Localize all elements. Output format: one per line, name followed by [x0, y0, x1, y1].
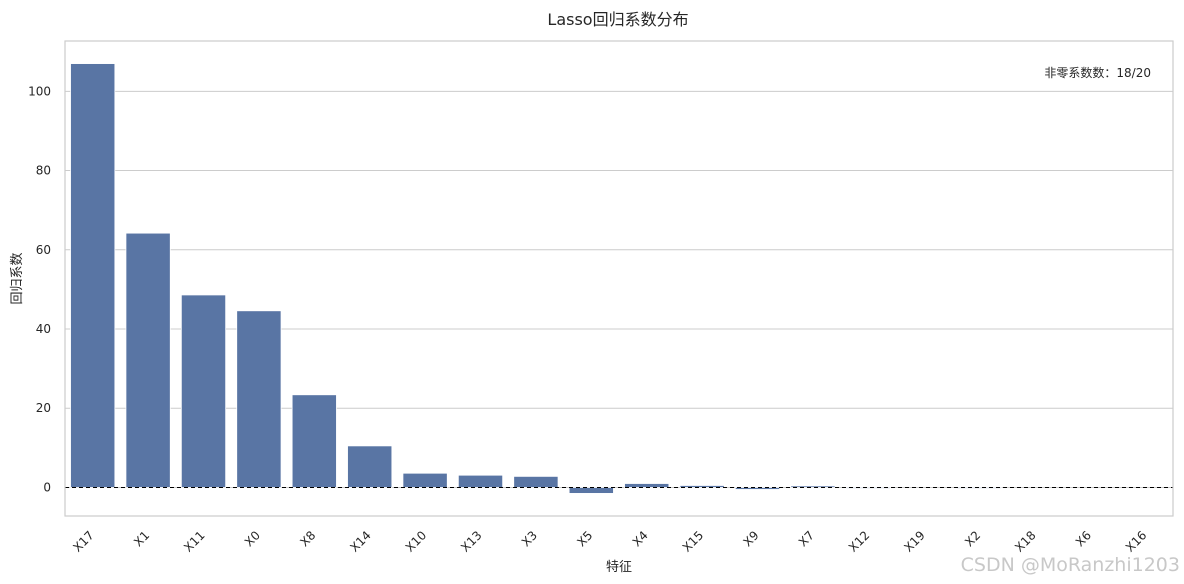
- x-axis-label: 特征: [606, 560, 632, 575]
- x-tick-label: X16: [1123, 528, 1150, 555]
- x-tick-label: X9: [741, 528, 762, 549]
- bar-x0: [236, 310, 282, 488]
- y-tick-label: 60: [36, 243, 51, 257]
- x-tick-label: X5: [574, 528, 595, 549]
- nonzero-coefficient-annotation: 非零系数数：18/20: [1044, 65, 1151, 80]
- bar-x4: [624, 483, 670, 488]
- bar-x7: [790, 485, 836, 488]
- x-tick-label: X18: [1012, 528, 1039, 555]
- x-tick-label: X6: [1073, 528, 1094, 549]
- x-tick-label: X0: [242, 528, 263, 549]
- x-tick-label: X10: [403, 528, 430, 555]
- y-tick-label: 100: [28, 84, 51, 98]
- plot-frame: [64, 40, 1174, 517]
- x-tick-label: X11: [181, 528, 208, 555]
- x-tick-label: X19: [901, 528, 928, 555]
- x-tick-label: X17: [70, 528, 97, 555]
- x-tick-label: X12: [846, 528, 873, 555]
- watermark: CSDN @MoRanzhi1203: [961, 554, 1180, 576]
- bar-x12: [845, 487, 891, 489]
- grid-lines: [65, 90, 1173, 488]
- chart-title: Lasso回归系数分布: [547, 10, 688, 29]
- y-tick-label: 0: [43, 480, 51, 494]
- y-tick-label: 20: [36, 401, 51, 415]
- bar-x9: [734, 487, 781, 490]
- bar-x8: [291, 394, 337, 488]
- x-tick-label: X14: [347, 528, 374, 555]
- x-tick-label: X15: [680, 528, 707, 555]
- x-tick-label: X2: [962, 528, 983, 549]
- x-tick-label: X1: [131, 528, 152, 549]
- y-tick-labels: 0 20 40 60 80 100: [28, 84, 51, 494]
- x-tick-label: X7: [796, 528, 817, 549]
- x-tick-label: X4: [630, 528, 651, 549]
- bar-x14: [347, 445, 393, 488]
- y-tick-label: 40: [36, 322, 51, 336]
- y-axis-label: 回归系数: [10, 252, 25, 304]
- bar-x1: [125, 232, 171, 488]
- bars: [70, 63, 1002, 494]
- x-tick-label: X13: [458, 528, 485, 555]
- bar-x10: [402, 472, 448, 488]
- x-tick-label: X8: [297, 528, 318, 549]
- bar-x13: [457, 474, 504, 488]
- x-tick-label: X3: [519, 528, 540, 549]
- bar-x17: [70, 63, 116, 488]
- bar-x5: [568, 487, 614, 494]
- y-tick-label: 80: [36, 164, 51, 178]
- bar-x3: [513, 475, 559, 488]
- bar-x11: [180, 294, 227, 488]
- x-tick-labels: X17 X1 X11 X0 X8 X14 X10 X13 X3 X5 X4 X15 X9 X7 X12 X19…: [70, 528, 1149, 555]
